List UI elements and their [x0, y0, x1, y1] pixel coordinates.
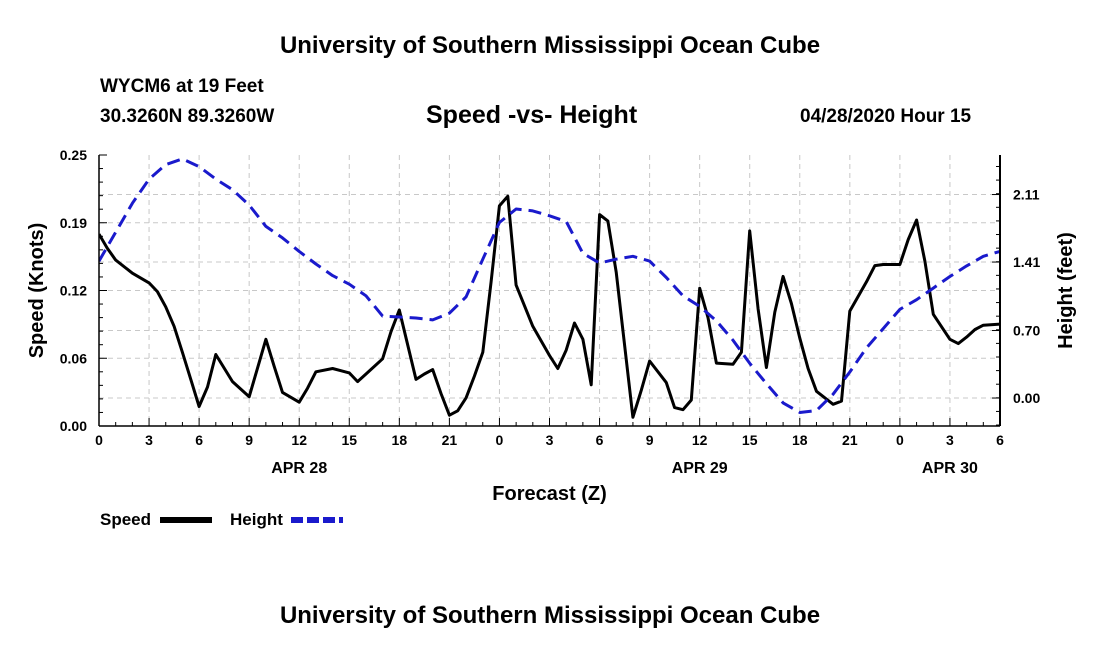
- x-tick-label: 9: [245, 432, 253, 448]
- series-layer: [99, 157, 1000, 419]
- y-left-tick-label: 0.19: [60, 215, 87, 231]
- datetime-label: 04/28/2020 Hour 15: [800, 106, 972, 127]
- x-tick-label: 3: [546, 432, 554, 448]
- y-left-tick-label: 0.06: [60, 350, 87, 366]
- x-axis-title: Forecast (Z): [492, 483, 606, 505]
- y-right-axis-title: Height (feet): [1055, 232, 1077, 349]
- height-series-line: [99, 157, 1000, 414]
- y-left-tick-label: 0.25: [60, 147, 87, 163]
- legend-speed-label: Speed: [100, 510, 151, 529]
- x-tick-label: 15: [742, 432, 758, 448]
- x-tick-label: 0: [496, 432, 504, 448]
- x-tick-label: 6: [996, 432, 1004, 448]
- y-right-tick-label: 1.41: [1013, 254, 1040, 270]
- x-tick-label: 18: [792, 432, 808, 448]
- speed-series-line: [99, 194, 1000, 419]
- x-tick-label: 18: [392, 432, 408, 448]
- station-label: WYCM6 at 19 Feet: [100, 76, 264, 97]
- date-label: APR 29: [672, 460, 728, 477]
- date-label: APR 30: [922, 460, 978, 477]
- x-tick-label: 6: [596, 432, 604, 448]
- y-left-axis-title: Speed (Knots): [26, 223, 48, 359]
- x-tick-label: 9: [646, 432, 654, 448]
- x-tick-label: 0: [896, 432, 904, 448]
- coordinates-label: 30.3260N 89.3260W: [100, 106, 275, 127]
- x-tick-label: 12: [692, 432, 708, 448]
- y-right-tick-label: 0.00: [1013, 390, 1040, 406]
- grid-layer: [99, 155, 1000, 426]
- y-right-tick-label: 2.11: [1013, 187, 1040, 203]
- page-title: University of Southern Mississippi Ocean…: [279, 32, 821, 59]
- labels-layer: 0 3 6 9 12 15 18 21 0 3 6 9 12 15 18 21 0 3 6 APR 28 APR 29 A…: [26, 147, 1077, 505]
- footer-title: University of Southern Mississippi Ocean…: [279, 602, 821, 629]
- date-label: APR 28: [271, 460, 327, 477]
- x-tick-label: 15: [341, 432, 357, 448]
- y-left-tick-label: 0.00: [60, 418, 87, 434]
- x-tick-label: 3: [145, 432, 153, 448]
- x-tick-label: 21: [442, 432, 458, 448]
- x-tick-label: 3: [946, 432, 954, 448]
- y-left-tick-label: 0.12: [60, 283, 87, 299]
- x-tick-label: 6: [195, 432, 203, 448]
- chart-subtitle: Speed -vs- Height: [426, 101, 638, 129]
- x-tick-label: 0: [95, 432, 103, 448]
- axes-layer: [98, 154, 1001, 427]
- x-tick-label: 21: [842, 432, 858, 448]
- legend-height-label: Height: [230, 510, 283, 529]
- x-tick-label: 12: [291, 432, 307, 448]
- legend-layer: Speed Height: [100, 510, 343, 529]
- y-right-tick-label: 0.70: [1013, 323, 1040, 339]
